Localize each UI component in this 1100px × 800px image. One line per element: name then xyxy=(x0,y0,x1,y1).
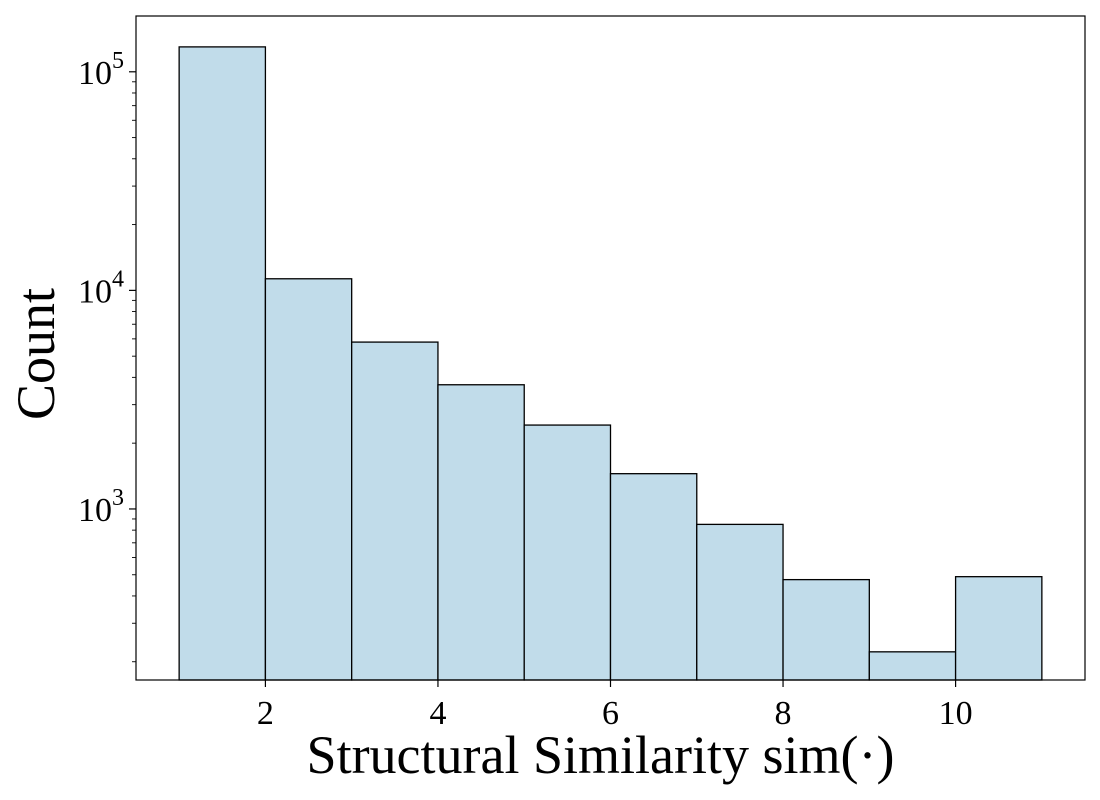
histogram-bar xyxy=(609,473,698,681)
histogram-bar xyxy=(782,578,870,681)
histogram-bar xyxy=(264,278,353,681)
histogram-bar xyxy=(178,46,267,681)
y-axis-ticks: 103 104 105 xyxy=(78,48,136,663)
bars-group xyxy=(178,46,1043,681)
x-tick-label: 8 xyxy=(775,695,792,732)
histogram-bar xyxy=(868,651,957,681)
y-tick-label: 104 xyxy=(78,266,124,310)
x-tick-label: 6 xyxy=(602,695,619,732)
histogram-bar xyxy=(954,576,1043,681)
x-tick-label: 2 xyxy=(257,695,274,732)
y-tick-label: 105 xyxy=(78,48,124,92)
plot-frame xyxy=(135,15,1086,681)
x-tick-label: 4 xyxy=(429,695,446,732)
histogram-bar xyxy=(696,523,784,681)
y-tick-label: 103 xyxy=(78,485,124,529)
histogram-bar xyxy=(523,424,612,681)
x-axis-ticks: 2 4 6 8 10 xyxy=(257,680,973,732)
histogram-bar xyxy=(351,341,439,681)
histogram-bar xyxy=(437,384,525,681)
x-tick-label: 10 xyxy=(939,695,973,732)
x-axis-title: Structural Similarity sim(·) xyxy=(307,725,895,785)
y-axis-title: Count xyxy=(6,288,66,420)
